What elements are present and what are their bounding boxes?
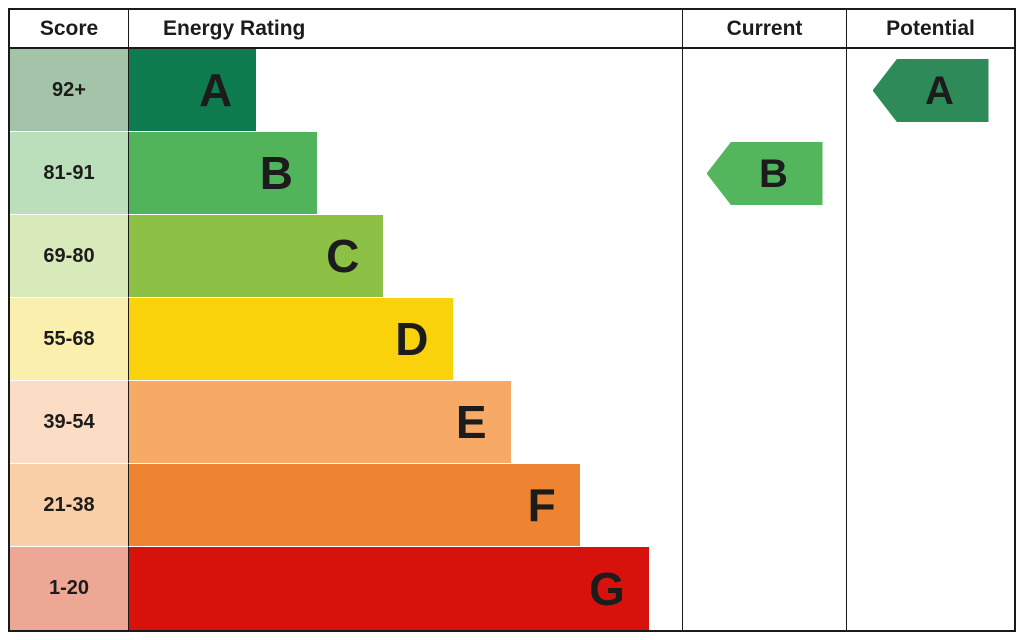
- score-cell: 39-54: [10, 381, 129, 464]
- rating-bar: E: [129, 381, 511, 464]
- current-cell: [683, 547, 847, 630]
- rating-row: 1-20 G: [10, 547, 1014, 630]
- chart-body: 92+ A A 81-91 B B 69-80 C: [10, 49, 1014, 630]
- rating-letter: A: [198, 64, 233, 116]
- header-current: Current: [683, 10, 847, 47]
- score-cell: 69-80: [10, 215, 129, 298]
- rating-bar: G: [129, 547, 649, 630]
- rating-bar: B: [129, 132, 318, 215]
- potential-rating-arrow-letter: A: [925, 68, 954, 113]
- current-cell: [683, 298, 847, 381]
- score-range-label: 69-80: [43, 244, 95, 267]
- rating-row: 92+ A A: [10, 49, 1014, 132]
- rating-bar: A: [129, 49, 257, 132]
- rating-bar: C: [129, 215, 384, 298]
- header-energy-rating: Energy Rating: [129, 10, 683, 47]
- current-cell: [683, 215, 847, 298]
- header-potential: Potential: [886, 16, 975, 40]
- rating-bar-cell: G: [129, 547, 683, 630]
- rating-row: 69-80 C: [10, 215, 1014, 298]
- rating-bar: D: [129, 298, 453, 381]
- score-cell: 92+: [10, 49, 129, 132]
- rating-bar-cell: A: [129, 49, 683, 132]
- epc-rating-chart: Score Energy Rating Current Potential 92…: [8, 8, 1016, 632]
- rating-row: 21-38 F: [10, 464, 1014, 547]
- potential-cell: A: [847, 49, 1014, 132]
- rating-letter: F: [527, 479, 556, 531]
- potential-cell: [847, 464, 1014, 547]
- current-rating-arrow-letter: B: [759, 151, 788, 196]
- rating-row: 55-68 D: [10, 298, 1014, 381]
- current-cell: B: [683, 132, 847, 215]
- rating-bar-cell: E: [129, 381, 683, 464]
- rating-bar-cell: B: [129, 132, 683, 215]
- score-range-label: 55-68: [43, 327, 95, 350]
- potential-cell: [847, 547, 1014, 630]
- rating-bar: F: [129, 464, 580, 547]
- rating-letter: B: [259, 147, 294, 199]
- rating-letter: G: [589, 562, 625, 615]
- score-cell: 1-20: [10, 547, 129, 630]
- chart-header: Score Energy Rating Current Potential: [10, 10, 1014, 49]
- rating-row: 81-91 B B: [10, 132, 1014, 215]
- current-rating-arrow: B: [706, 142, 823, 205]
- score-range-label: 81-91: [43, 161, 95, 184]
- rating-bar-cell: D: [129, 298, 683, 381]
- score-range-label: 39-54: [43, 410, 95, 433]
- rating-letter: E: [455, 396, 487, 448]
- potential-cell: [847, 215, 1014, 298]
- score-range-label: 92+: [52, 78, 86, 101]
- potential-cell: [847, 381, 1014, 464]
- current-cell: [683, 381, 847, 464]
- score-cell: 81-91: [10, 132, 129, 215]
- rating-bar-cell: C: [129, 215, 683, 298]
- score-range-label: 21-38: [43, 493, 95, 516]
- potential-cell: [847, 132, 1014, 215]
- score-cell: 21-38: [10, 464, 129, 547]
- score-cell: 55-68: [10, 298, 129, 381]
- potential-rating-arrow: A: [872, 59, 989, 122]
- potential-cell: [847, 298, 1014, 381]
- current-cell: [683, 49, 847, 132]
- rating-letter: C: [326, 230, 360, 282]
- rating-row: 39-54 E: [10, 381, 1014, 464]
- rating-letter: D: [395, 313, 429, 365]
- header-score: Score: [10, 10, 129, 47]
- score-range-label: 1-20: [48, 577, 90, 599]
- rating-bar-cell: F: [129, 464, 683, 547]
- current-cell: [683, 464, 847, 547]
